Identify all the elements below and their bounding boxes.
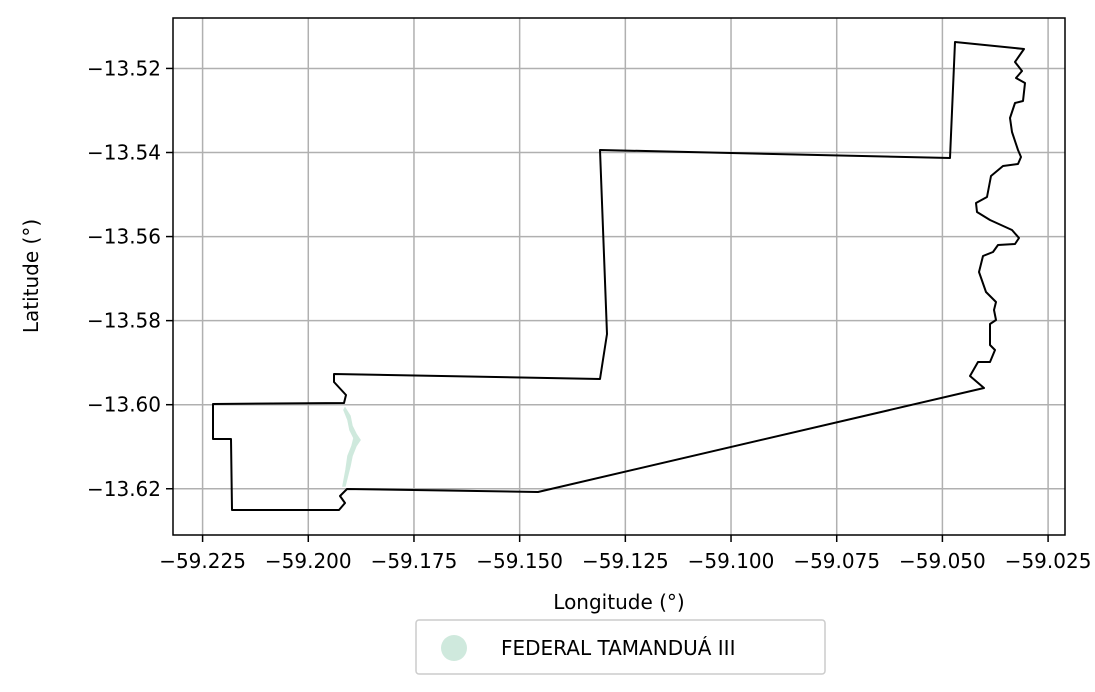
plot-frame — [172, 17, 1066, 536]
grid-lines — [173, 18, 1065, 535]
y-tick-label: −13.54 — [87, 141, 161, 165]
y-tick-label: −13.62 — [87, 477, 161, 501]
x-tick-label: −59.050 — [899, 549, 986, 573]
x-tick-label: −59.075 — [793, 549, 880, 573]
x-tick-label: −59.225 — [159, 549, 246, 573]
plot-area — [173, 18, 1065, 535]
x-axis-ticks: −59.225 −59.200 −59.175 −59.150 −59.125 −59.1… — [159, 535, 1091, 573]
federal-tamandua-iii-feature — [342, 406, 361, 487]
legend-marker — [441, 635, 467, 661]
legend-label: FEDERAL TAMANDUÁ III — [501, 636, 735, 660]
y-axis-ticks: −13.52 −13.54 −13.56 −13.58 −13.60 −13.62 — [87, 56, 173, 501]
legend-box — [415, 619, 826, 675]
x-axis-label: Longitude (°) — [553, 590, 684, 614]
legend: FEDERAL TAMANDUÁ III — [415, 619, 826, 675]
x-tick-label: −59.200 — [265, 549, 352, 573]
x-tick-label: −59.025 — [1005, 549, 1092, 573]
y-tick-label: −13.58 — [87, 309, 161, 333]
territory-boundary — [212, 41, 1026, 511]
y-axis-label: Latitude (°) — [19, 219, 43, 333]
y-tick-label: −13.52 — [87, 56, 161, 80]
y-tick-label: −13.56 — [87, 225, 161, 249]
x-tick-label: −59.175 — [371, 549, 458, 573]
x-tick-label: −59.150 — [476, 549, 563, 573]
x-tick-label: −59.100 — [688, 549, 775, 573]
y-tick-label: −13.60 — [87, 393, 161, 417]
x-tick-label: −59.125 — [582, 549, 669, 573]
